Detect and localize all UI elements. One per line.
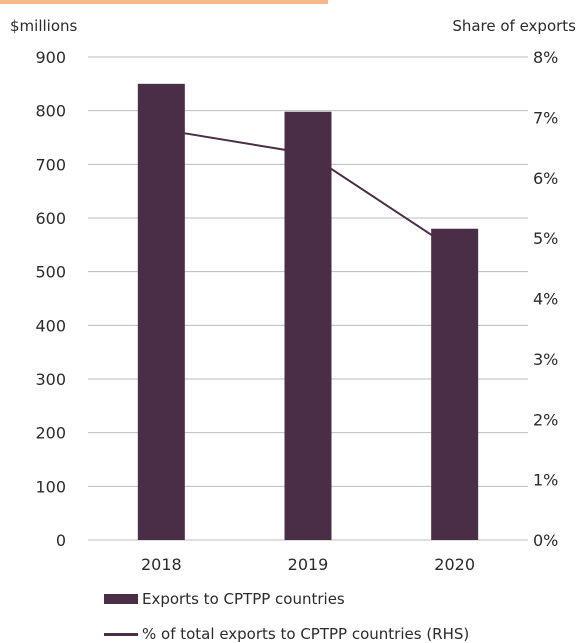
- left-axis-title: $millions: [10, 17, 78, 35]
- left-tick-label: 700: [35, 155, 66, 174]
- x-tick-label: 2018: [141, 555, 182, 574]
- right-tick-label: 5%: [533, 229, 558, 248]
- chart: 0 100 200 300 400 500 600 700 800 900 0% 1% 2% 3% 4% 5%…: [35, 48, 558, 574]
- right-tick-label: 6%: [533, 169, 558, 188]
- left-tick-label: 600: [35, 209, 66, 228]
- right-tick-label: 8%: [533, 48, 558, 67]
- bar: [431, 228, 479, 540]
- right-tick-label: 1%: [533, 471, 558, 490]
- left-tick-label: 900: [35, 48, 66, 67]
- right-tick-label: 3%: [533, 350, 558, 369]
- right-tick-label: 2%: [533, 410, 558, 429]
- right-axis-title: Share of exports: [452, 17, 576, 35]
- left-tick-label: 100: [35, 477, 66, 496]
- legend-item-line: % of total exports to CPTPP countries (R…: [104, 625, 469, 643]
- legend-bar-swatch: [104, 594, 138, 604]
- series-line: [161, 128, 456, 252]
- accent-bar: [0, 0, 328, 4]
- left-tick-label: 200: [35, 424, 66, 443]
- left-tick-label: 400: [35, 316, 66, 335]
- legend-bar-label: Exports to CPTPP countries: [142, 590, 345, 608]
- bar: [137, 83, 185, 540]
- right-tick-label: 7%: [533, 108, 558, 127]
- x-tick-label: 2020: [434, 555, 475, 574]
- right-tick-label: 0%: [533, 531, 558, 550]
- left-tick-label: 300: [35, 370, 66, 389]
- x-tick-label: 2019: [288, 555, 329, 574]
- legend-line-label: % of total exports to CPTPP countries (R…: [142, 625, 470, 643]
- right-tick-label: 4%: [533, 290, 558, 309]
- left-tick-label: 500: [35, 263, 66, 282]
- left-tick-label: 0: [56, 531, 66, 550]
- legend-line-swatch: [104, 632, 138, 636]
- bar: [284, 111, 332, 541]
- left-tick-label: 800: [35, 102, 66, 121]
- legend-item-bar: Exports to CPTPP countries: [104, 590, 345, 608]
